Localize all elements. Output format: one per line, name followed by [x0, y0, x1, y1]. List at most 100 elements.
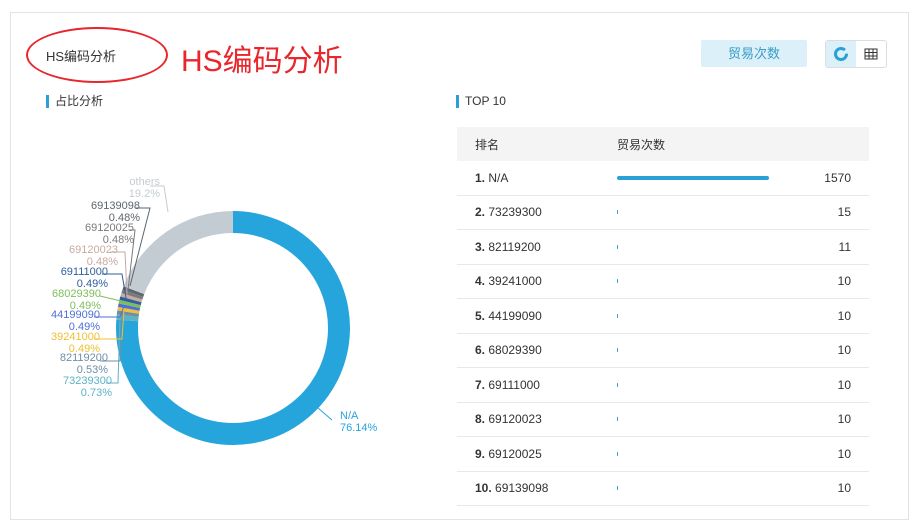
count-bar: [617, 210, 619, 215]
donut-view-button[interactable]: [826, 41, 856, 67]
slice-pct: 0.53%: [76, 364, 108, 376]
slice-label: N/A 76.14%: [340, 410, 377, 434]
hs-analysis-panel: [10, 12, 909, 520]
slice-name: others: [129, 176, 160, 188]
share-section-title: 占比分析: [46, 95, 103, 108]
slice-name: 73239300: [63, 375, 112, 387]
count: 15: [778, 195, 869, 230]
slice-pct: 0.48%: [102, 234, 134, 246]
table-row[interactable]: 1. N/A 1570: [457, 161, 869, 196]
hs-code: N/A: [488, 170, 509, 185]
slice-pct: 0.48%: [108, 212, 140, 224]
count: 1570: [778, 161, 869, 196]
slice-label: 68029390 0.49%: [52, 288, 101, 312]
slice-label: 44199090 0.49%: [51, 309, 100, 333]
leader-line: [100, 313, 123, 362]
rank: 4.: [475, 274, 486, 289]
donut-slice[interactable]: [116, 310, 140, 317]
count-bar: [617, 279, 618, 284]
rank: 9.: [475, 446, 486, 461]
count-bar: [617, 313, 618, 318]
rank: 5.: [475, 308, 486, 323]
col-rank: 排名: [457, 127, 616, 161]
leader-line: [317, 407, 333, 421]
leader-line: [127, 229, 136, 291]
slice-pct: 0.49%: [69, 300, 101, 312]
metric-button[interactable]: 贸易次数: [701, 40, 807, 67]
col-count: 贸易次数: [616, 127, 869, 161]
slice-label: 82119200 0.53%: [60, 352, 108, 376]
slice-name: 82119200: [59, 352, 108, 364]
slice-label: 69120025 0.48%: [85, 222, 134, 246]
count-bar: [617, 244, 619, 249]
slice-label: 73239300 0.73%: [63, 375, 112, 399]
slice-name: 69120023: [69, 244, 118, 256]
rank: 10.: [475, 481, 492, 496]
slice-label: others 19.2%: [129, 176, 160, 200]
slice-label: 69111000 0.49%: [61, 266, 108, 290]
hs-code: 69139098: [495, 481, 549, 496]
hs-code: 69120023: [488, 412, 542, 427]
donut-slice[interactable]: [119, 296, 142, 306]
count: 10: [778, 402, 869, 437]
leader-line: [106, 317, 121, 384]
rank: 1.: [475, 170, 486, 185]
slice-name: N/A: [340, 410, 359, 422]
table-row[interactable]: 9. 69120025 10: [457, 436, 869, 472]
table-row[interactable]: 8. 69120023 10: [457, 402, 869, 437]
table-view-button[interactable]: [856, 41, 886, 67]
count: 10: [778, 298, 869, 334]
leader-line: [110, 251, 128, 295]
slice-label: 69120023 0.48%: [69, 244, 118, 268]
slice-pct: 0.48%: [86, 256, 118, 268]
top10-table: 排名 贸易次数 1. N/A 1570 2. 73239300 15 3. 82119…: [457, 127, 869, 506]
annotation-oval: [26, 27, 168, 83]
count-bar: [617, 175, 769, 180]
slice-pct: 0.49%: [68, 321, 100, 333]
table-row[interactable]: 7. 69111000 10: [457, 367, 869, 403]
rank: 2.: [475, 205, 486, 220]
slice-name: 69139098: [91, 200, 140, 212]
count-bar: [617, 382, 618, 387]
count-bar: [617, 486, 618, 491]
table-row[interactable]: 2. 73239300 15: [457, 195, 869, 230]
table-row[interactable]: 4. 39241000 10: [457, 264, 869, 299]
leader-line: [94, 309, 125, 340]
donut-chart-icon: [834, 47, 848, 61]
slice-pct: 0.49%: [68, 343, 100, 355]
slice-pct: 0.73%: [80, 387, 112, 399]
count-bar: [617, 348, 618, 353]
rank: 3.: [475, 239, 486, 254]
count: 10: [778, 264, 869, 299]
donut-slice[interactable]: [117, 303, 141, 311]
leader-line: [150, 185, 169, 213]
leader-line: [102, 273, 127, 299]
rank: 6.: [475, 343, 486, 358]
rank: 8.: [475, 412, 486, 427]
view-toggle: [825, 40, 887, 68]
leader-line: [99, 295, 126, 303]
hs-code: 39241000: [488, 274, 542, 289]
leader-line: [94, 305, 125, 318]
slice-name: 44199090: [51, 309, 100, 321]
panel-title: HS编码分析: [46, 49, 117, 64]
count-bar: [617, 451, 618, 456]
hs-code: 44199090: [488, 308, 542, 323]
donut-slice[interactable]: [123, 211, 233, 295]
slice-name: 69111000: [60, 266, 108, 278]
table-row[interactable]: 3. 82119200 11: [457, 229, 869, 265]
table-row[interactable]: 5. 44199090 10: [457, 298, 869, 334]
slice-pct: 19.2%: [128, 188, 160, 200]
count: 10: [778, 333, 869, 368]
top10-section-title: TOP 10: [456, 95, 506, 108]
count: 10: [778, 367, 869, 403]
table-row[interactable]: 6. 68029390 10: [457, 333, 869, 368]
leader-line: [129, 207, 151, 287]
hs-code: 69111000: [488, 377, 540, 392]
table-row[interactable]: 10. 69139098 10: [457, 471, 869, 506]
slice-label: 39241000 0.49%: [51, 331, 100, 355]
count: 10: [778, 471, 869, 506]
hs-code: 69120025: [488, 446, 542, 461]
table-icon: [864, 48, 878, 60]
